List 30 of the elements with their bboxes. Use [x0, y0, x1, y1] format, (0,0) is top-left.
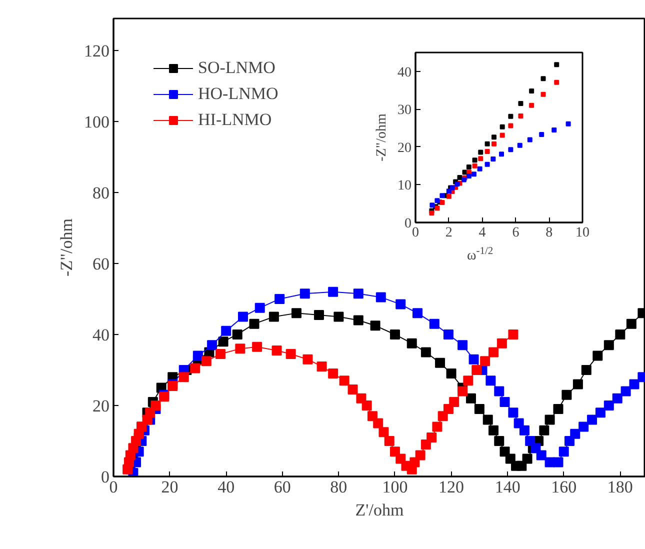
- y-tick-label: 80: [92, 183, 110, 202]
- legend-label: HO-LNMO: [198, 84, 278, 104]
- y-tick-label: 10: [398, 178, 412, 194]
- x-tick-label: 60: [274, 478, 291, 496]
- y-tick-label: 100: [84, 112, 110, 132]
- y-tick-label: 40: [398, 65, 412, 80]
- x-tick-label: 80: [330, 478, 348, 496]
- y-tick-label: 30: [398, 103, 412, 118]
- x-tick-label: 2: [445, 226, 452, 240]
- x-tick-label: 180: [607, 478, 633, 496]
- y-tick-label: 40: [92, 325, 110, 344]
- x-tick-label: 8: [546, 226, 553, 240]
- x-tick-label: 140: [494, 478, 520, 496]
- legend-label: SO-LNMO: [198, 58, 276, 78]
- x-tick-label: 4: [478, 226, 486, 240]
- y-axis-title: -Z"/ohm: [57, 218, 76, 276]
- x-tick-label: 20: [161, 478, 178, 496]
- y-tick-label: 20: [398, 140, 412, 156]
- y-tick-label: 20: [92, 396, 110, 416]
- y-tick-label: 120: [84, 41, 110, 60]
- x-axis-title: Z'/ohm: [355, 500, 404, 520]
- x-tick-label: 160: [551, 478, 577, 496]
- y-tick-label: 60: [92, 254, 110, 274]
- y-axis-title: -Z"/ohm: [374, 114, 390, 162]
- legend-label: HI-LNMO: [198, 110, 272, 130]
- x-tick-label: 10: [576, 226, 590, 240]
- x-tick-label: 120: [438, 478, 464, 496]
- x-axis-title: ω$^{-1/2}$: [467, 246, 494, 265]
- x-tick-label: 6: [512, 226, 520, 240]
- x-tick-label: 40: [218, 478, 235, 496]
